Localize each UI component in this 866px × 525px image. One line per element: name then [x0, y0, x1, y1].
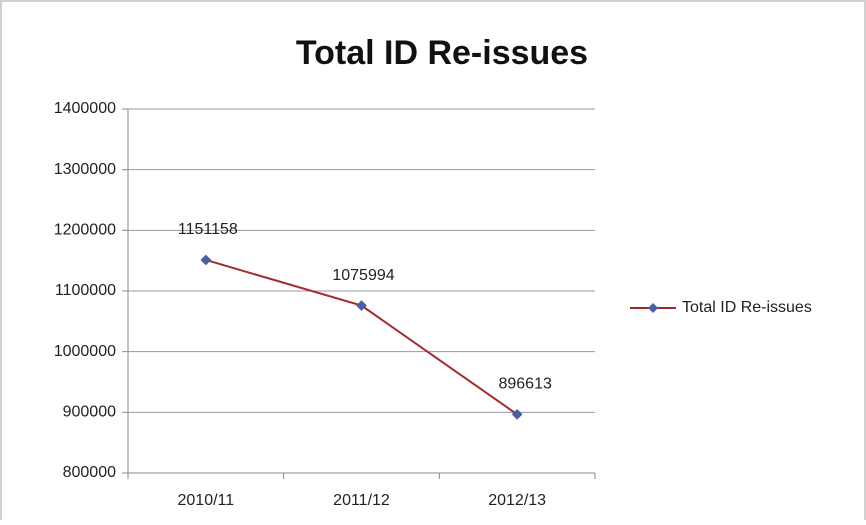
x-tick-label: 2012/13 [488, 492, 546, 509]
data-label: 1151158 [178, 221, 238, 238]
y-tick-label: 1100000 [55, 282, 116, 299]
x-tick-label: 2010/11 [178, 492, 235, 509]
y-tick-label: 1000000 [54, 343, 116, 360]
y-tick-label: 900000 [63, 404, 116, 421]
chart-title: Total ID Re-issues [296, 34, 588, 72]
data-label: 1075994 [332, 267, 394, 284]
legend-label: Total ID Re-issues [682, 299, 812, 316]
y-tick-label: 1200000 [54, 222, 116, 239]
legend-marker [648, 303, 658, 313]
y-tick-label: 1400000 [54, 100, 116, 117]
y-tick-label: 800000 [63, 464, 116, 481]
y-tick-label: 1300000 [54, 161, 116, 178]
point-marker [511, 409, 523, 420]
data-label: 896613 [498, 376, 551, 393]
point-marker [200, 254, 212, 266]
x-tick-label: 2011/12 [333, 492, 390, 509]
point-marker [356, 300, 367, 311]
